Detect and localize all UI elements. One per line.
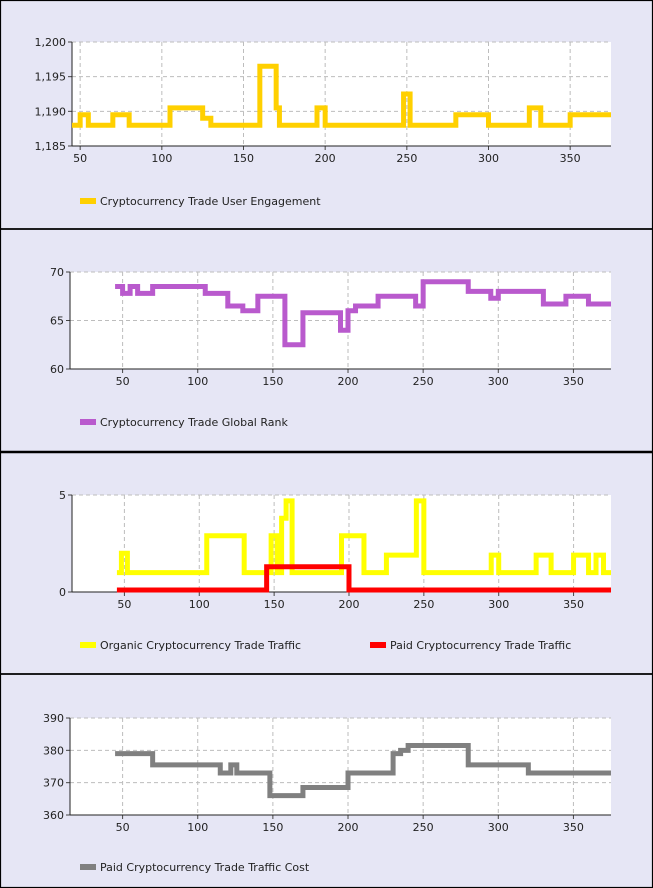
y-tick-label: 390 xyxy=(43,712,64,725)
x-tick-label: 350 xyxy=(560,152,581,165)
legend-swatch-1 xyxy=(80,642,96,648)
x-tick-label: 150 xyxy=(264,598,285,611)
x-tick-label: 250 xyxy=(396,152,417,165)
x-tick-label: 250 xyxy=(413,821,434,834)
legend-swatch-1 xyxy=(80,864,96,870)
x-tick-label: 100 xyxy=(187,375,208,388)
y-tick-label: 1,190 xyxy=(35,105,67,118)
legend-swatch-1 xyxy=(80,419,96,425)
series-line-1 xyxy=(115,742,611,799)
chart-panel-4: 50 100 150 200 250 300 350 360 370 380 390 Paid Cry… xyxy=(0,673,653,874)
x-tick-label: 200 xyxy=(338,821,359,834)
plot-area xyxy=(72,42,611,146)
legend-swatch-1 xyxy=(80,198,96,204)
x-tick-label: 150 xyxy=(262,375,283,388)
series-line-1 xyxy=(72,63,611,128)
legend-label-1: Organic Cryptocurrency Trade Traffic xyxy=(100,639,301,652)
x-tick-label: 250 xyxy=(413,375,434,388)
legend-label-1: Paid Cryptocurrency Trade Traffic Cost xyxy=(100,861,310,874)
x-tick-label: 300 xyxy=(478,152,499,165)
y-tick-label: 70 xyxy=(50,266,64,279)
y-tick-label: 5 xyxy=(59,489,66,502)
x-tick-label: 200 xyxy=(315,152,336,165)
x-tick-label: 150 xyxy=(233,152,254,165)
legend-label-2: Paid Cryptocurrency Trade Traffic xyxy=(390,639,571,652)
x-tick-label: 50 xyxy=(117,598,131,611)
series-line-2 xyxy=(116,564,611,593)
x-tick-label: 100 xyxy=(189,598,210,611)
series-line-1 xyxy=(116,498,611,576)
x-tick-label: 300 xyxy=(488,375,509,388)
y-tick-label: 1,195 xyxy=(35,71,67,84)
x-tick-label: 350 xyxy=(563,375,584,388)
chart-panel-2: 50 100 150 200 250 300 350 60 65 70 Cryptocurrency… xyxy=(0,228,653,429)
x-tick-label: 200 xyxy=(338,375,359,388)
x-tick-label: 100 xyxy=(151,152,172,165)
x-tick-label: 50 xyxy=(73,152,87,165)
y-tick-label: 1,185 xyxy=(35,140,67,153)
y-tick-label: 0 xyxy=(59,586,66,599)
chart-panel-1: 50 100 150 200 250 300 350 1,185 1,190 1,195 1,200… xyxy=(35,36,611,208)
y-tick-label: 380 xyxy=(43,744,64,757)
x-tick-label: 350 xyxy=(563,821,584,834)
x-tick-label: 50 xyxy=(116,375,130,388)
x-tick-label: 200 xyxy=(338,598,359,611)
x-tick-label: 300 xyxy=(488,598,509,611)
legend-swatch-2 xyxy=(370,642,386,648)
x-tick-label: 150 xyxy=(262,821,283,834)
y-tick-label: 1,200 xyxy=(35,36,67,49)
x-tick-label: 50 xyxy=(116,821,130,834)
x-tick-label: 350 xyxy=(563,598,584,611)
x-tick-label: 250 xyxy=(413,598,434,611)
y-tick-label: 360 xyxy=(43,809,64,822)
legend-label-1: Cryptocurrency Trade User Engagement xyxy=(100,195,321,208)
legend-label-1: Cryptocurrency Trade Global Rank xyxy=(100,416,288,429)
y-tick-label: 60 xyxy=(50,363,64,376)
series-line-1 xyxy=(115,279,611,348)
x-tick-label: 300 xyxy=(488,821,509,834)
y-tick-label: 370 xyxy=(43,777,64,790)
chart-panel-3: 50 100 150 200 250 300 350 0 5 Organic Cryptocurr… xyxy=(0,450,653,652)
y-tick-label: 65 xyxy=(50,315,64,328)
x-tick-label: 100 xyxy=(187,821,208,834)
